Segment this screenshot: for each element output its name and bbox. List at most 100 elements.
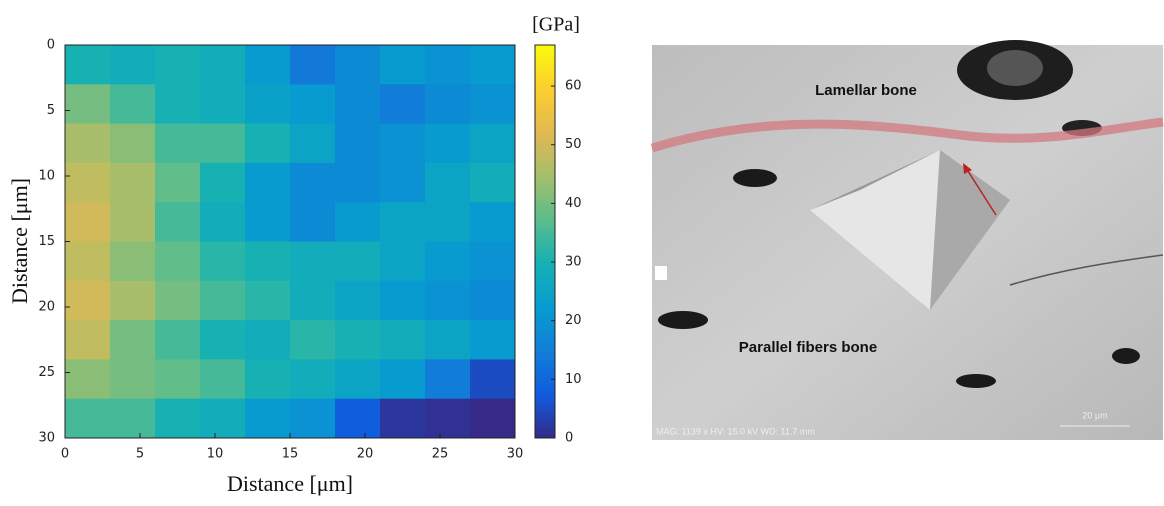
colorbar-swatch [535, 265, 555, 269]
heatmap-cell [110, 320, 156, 360]
colorbar-swatch [535, 273, 555, 277]
heatmap-cell [380, 45, 426, 85]
heatmap-cell [380, 124, 426, 164]
colorbar-swatch [535, 198, 555, 202]
y-tick-label: 5 [47, 103, 55, 118]
heatmap-cell [290, 163, 336, 203]
colorbar-swatch [535, 300, 555, 304]
colorbar-swatch [535, 289, 555, 293]
colorbar-swatch [535, 65, 555, 69]
heatmap [65, 45, 516, 439]
colorbar-swatch [535, 414, 555, 418]
heatmap-cell [200, 202, 246, 242]
heatmap-cell [155, 399, 201, 439]
heatmap-cell [200, 320, 246, 360]
colorbar-swatch [535, 304, 555, 308]
colorbar-swatch [535, 348, 555, 352]
heatmap-cell [470, 320, 516, 360]
colorbar-swatch [535, 249, 555, 253]
heatmap-cell [245, 124, 291, 164]
pore [987, 50, 1043, 86]
heatmap-cell [155, 84, 201, 124]
image-label: Parallel fibers bone [739, 339, 877, 356]
heatmap-cell [380, 84, 426, 124]
colorbar-swatch [535, 80, 555, 84]
heatmap-cell [155, 242, 201, 282]
heatmap-cell [470, 281, 516, 321]
colorbar-swatch [535, 391, 555, 395]
colorbar-swatch [535, 73, 555, 77]
colorbar-swatch [535, 430, 555, 434]
colorbar-swatch [535, 340, 555, 344]
figure: Distance [μm] Distance [μm] [GPa] Lamell… [0, 0, 1164, 501]
heatmap-cell [335, 45, 381, 85]
heatmap-cell [245, 84, 291, 124]
heatmap-cell [425, 124, 471, 164]
heatmap-cell [110, 242, 156, 282]
heatmap-cell [290, 242, 336, 282]
heatmap-cell [245, 359, 291, 399]
colorbar-swatch [535, 175, 555, 179]
colorbar-label: [GPa] [532, 14, 580, 36]
colorbar-swatch [535, 308, 555, 312]
colorbar-swatch [535, 96, 555, 100]
colorbar-swatch [535, 116, 555, 120]
colorbar-swatch [535, 297, 555, 301]
x-tick-label: 25 [432, 447, 449, 462]
colorbar-swatch [535, 112, 555, 116]
x-tick-label: 5 [136, 447, 144, 462]
heatmap-cell [110, 124, 156, 164]
colorbar-swatch [535, 167, 555, 171]
heatmap-cell [65, 281, 111, 321]
colorbar-swatch [535, 355, 555, 359]
heatmap-cell [200, 163, 246, 203]
heatmap-cell [245, 45, 291, 85]
pore [733, 169, 777, 187]
spot [655, 266, 667, 280]
heatmap-cell [155, 281, 201, 321]
colorbar-swatch [535, 242, 555, 246]
pore [658, 311, 708, 329]
colorbar-swatch [535, 147, 555, 151]
colorbar-swatch [535, 139, 555, 143]
y-tick-label: 0 [47, 38, 55, 53]
y-axis-label: Distance [μm] [7, 178, 32, 304]
heatmap-cell [470, 163, 516, 203]
image-label: Lamellar bone [815, 82, 917, 99]
colorbar-swatch [535, 124, 555, 128]
heatmap-cell [380, 163, 426, 203]
colorbar-tick-label: 40 [565, 196, 582, 211]
colorbar-swatch [535, 45, 555, 49]
heatmap-cell [380, 242, 426, 282]
colorbar-swatch [535, 100, 555, 104]
heatmap-cell [155, 163, 201, 203]
colorbar-swatch [535, 245, 555, 249]
heatmap-cell [470, 124, 516, 164]
colorbar-swatch [535, 92, 555, 96]
colorbar-swatch [535, 426, 555, 430]
heatmap-cell [65, 163, 111, 203]
heatmap-cell [335, 163, 381, 203]
heatmap-cell [245, 163, 291, 203]
x-tick-label: 30 [507, 447, 524, 462]
colorbar-swatch [535, 387, 555, 391]
colorbar-swatch [535, 131, 555, 135]
y-tick-label: 30 [38, 431, 55, 446]
colorbar-swatch [535, 367, 555, 371]
heatmap-cell [155, 202, 201, 242]
heatmap-cell [335, 84, 381, 124]
colorbar-tick-label: 0 [565, 431, 573, 446]
heatmap-cell [110, 281, 156, 321]
colorbar-swatch [535, 422, 555, 426]
heatmap-cell [380, 281, 426, 321]
colorbar-swatch [535, 108, 555, 112]
heatmap-cell [65, 242, 111, 282]
x-tick-label: 0 [61, 447, 69, 462]
colorbar-swatch [535, 214, 555, 218]
y-tick-label: 25 [38, 365, 55, 380]
colorbar-swatch [535, 277, 555, 281]
heatmap-cell [110, 84, 156, 124]
heatmap-cell [335, 242, 381, 282]
colorbar-swatch [535, 218, 555, 222]
colorbar-swatch [535, 222, 555, 226]
